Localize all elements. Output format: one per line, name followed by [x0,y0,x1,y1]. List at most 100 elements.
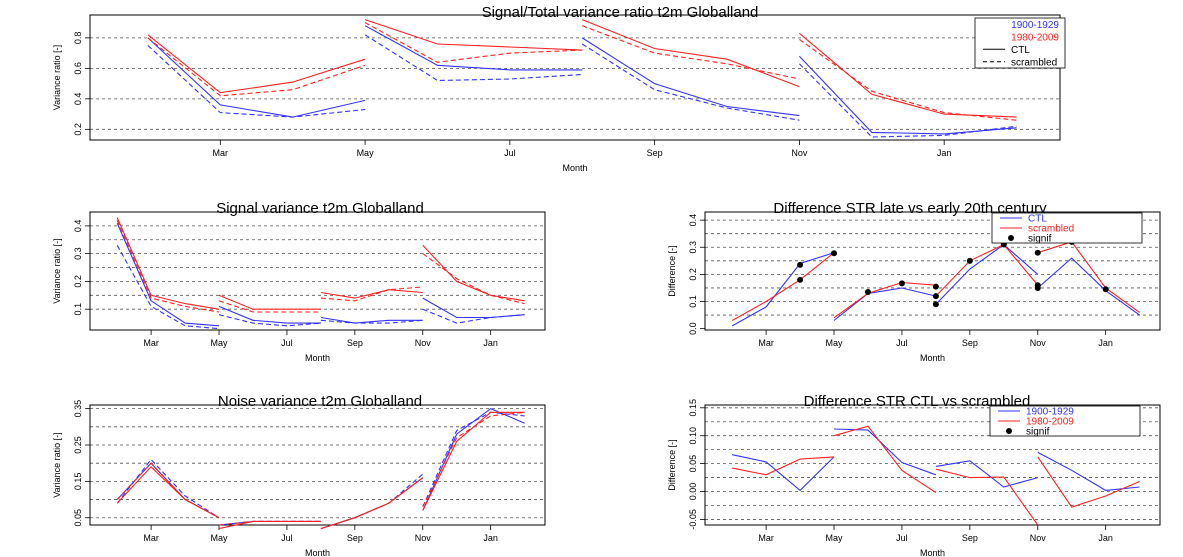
y-tick-label: 0.10 [688,427,698,445]
series-line-1980-2009 [935,468,1039,526]
x-axis-label: Month [305,548,330,557]
series-line-1980-2009-scrambled [147,37,366,97]
panel-p3: 0.0 0.1 0.2 0.3 0.4 Mar May Jul Sep Nov Jan Month Di… [667,200,1161,363]
legend-box [974,17,1066,69]
y-tick-label: 0.2 [73,275,83,288]
series-line-1980-2009 [422,244,525,302]
series-line-scrambled [1037,241,1140,313]
legend-label: CTL [1028,214,1047,225]
series-line-CTL [1037,257,1140,316]
x-axis-label: Month [562,163,587,173]
x-tick-label: Sep [347,533,363,543]
series-line-scrambled [935,243,1039,297]
y-tick-label: 0.8 [73,32,83,45]
y-axis-label: Difference [-] [667,439,677,490]
signif-point [898,280,905,287]
series-line-1980-2009 [581,19,800,88]
series-line-1980-2009 [218,294,321,310]
plot-frame [89,14,1061,141]
y-tick-label: 0.1 [688,295,698,308]
x-tick-label: Mar [143,338,159,348]
x-tick-label: Nov [415,338,432,348]
y-tick-label: 0.35 [73,400,83,418]
panel-p5: -0.05 0.00 0.05 0.10 0.15 Mar May Jul Sep Nov Jan M… [667,393,1161,557]
series-line-1900-1929 [935,460,1038,488]
x-tick-label: May [211,338,229,348]
series-line-1900-1929-scrambled [799,63,1017,138]
legend-swatch [1008,235,1014,241]
x-axis-label: Month [920,353,945,363]
plot-frame [89,211,546,331]
series-line-1900-1929 [581,37,800,117]
series-line-1980-2009 [320,477,424,530]
series-line-1900-1929-scrambled [147,45,366,118]
chart-title: Difference STR late vs early 20th centur… [773,200,1047,217]
series-line-1900-1929-scrambled [116,245,220,330]
series-line-1980-2009-scrambled [582,25,800,80]
x-tick-label: Nov [791,148,808,158]
signif-point [1034,249,1041,256]
panel-p2: 0.1 0.2 0.3 0.4 Mar May Jul Sep Nov Jan Month Varia… [52,200,546,363]
series-line-1980-2009-scrambled [799,38,1017,121]
series-line-1980-2009-scrambled [218,300,321,313]
series-line-1900-1929 [833,428,937,476]
signif-point [797,276,804,283]
chart-title: Difference STR CTL vs scrambled [804,393,1031,410]
series-line-1900-1929 [364,25,583,71]
x-tick-label: Sep [347,338,363,348]
legend-label: CTL [1011,45,1030,56]
x-tick-label: Jul [896,338,908,348]
series-line-1980-2009 [1037,456,1140,508]
series-line-1900-1929-scrambled [364,34,583,82]
series-line-1980-2009-scrambled [364,22,583,63]
series-line-1900-1929 [1037,451,1140,491]
x-tick-label: Sep [962,338,978,348]
series-line-1900-1929 [218,305,321,324]
y-tick-label: 0.15 [688,399,698,417]
x-tick-label: Jul [281,338,293,348]
x-tick-label: Jul [281,533,293,543]
y-tick-label: 0.05 [688,455,698,473]
series-line-1900-1929-scrambled [320,473,424,530]
series-line-1900-1929-scrambled [218,314,321,327]
series-line-1980-2009-scrambled [218,520,321,526]
x-axis-label: Month [920,548,945,557]
y-tick-label: 0.4 [688,214,698,227]
x-tick-label: Mar [213,148,229,158]
x-tick-label: Mar [758,338,774,348]
y-tick-label: 0.3 [73,247,83,260]
series-line-CTL [731,252,835,327]
y-tick-label: 0.15 [73,473,83,491]
series-line-1980-2009 [732,456,835,476]
series-line-1980-2009 [116,217,220,310]
y-tick-label: 0.0 [688,322,698,335]
series-line-1980-2009 [799,32,1017,118]
series-line-1980-2009-scrambled [320,286,423,302]
x-tick-label: Jan [483,338,498,348]
y-tick-label: 0.3 [688,241,698,254]
series-line-1900-1929 [732,454,835,492]
series-line-1900-1929-scrambled [320,319,423,324]
legend-label: 1980-2009 [1026,417,1074,428]
series-line-1980-2009-scrambled [422,253,525,305]
legend-label: signif [1028,234,1052,245]
y-axis-label: Difference [-] [667,245,677,296]
series-line-1980-2009-scrambled [116,462,220,519]
legend-label: 1980-2009 [1011,32,1059,43]
plot-frame [89,404,546,526]
y-tick-label: 0.4 [73,220,83,233]
x-tick-label: Sep [647,148,663,158]
legend-swatch [1006,428,1012,434]
signif-point [932,283,939,290]
series-line-scrambled [731,252,835,321]
panel-p1: 0.2 0.4 0.6 0.8 Mar May Jul Sep Nov Jan Month Varia… [52,4,1066,173]
signif-point [966,257,973,264]
x-tick-label: May [357,148,375,158]
series-line-1900-1929 [422,407,525,511]
legend-label: scrambled [1011,57,1057,68]
y-tick-label: 0.1 [73,303,83,316]
